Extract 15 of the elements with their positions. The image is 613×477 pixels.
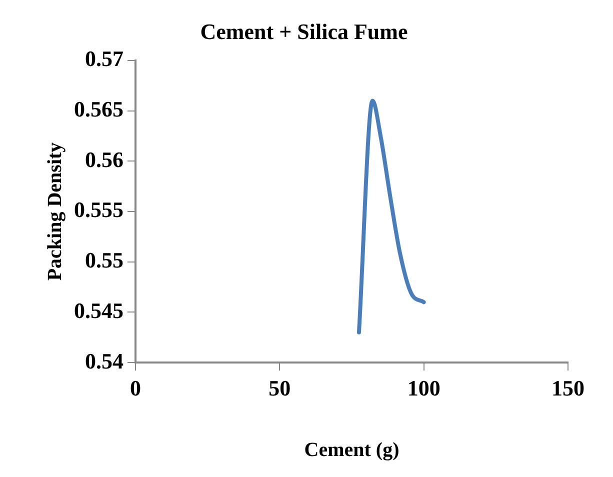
y-tick-label: 0.54	[85, 348, 124, 374]
y-tick-label: 0.565	[74, 96, 124, 122]
x-tick-label: 150	[552, 375, 584, 400]
y-tick-label: 0.55	[85, 248, 124, 273]
y-tick-label: 0.555	[74, 197, 124, 222]
chart-title: Cement + Silica Fume	[200, 18, 408, 44]
y-tick-label: 0.56	[85, 146, 124, 172]
y-axis-title: Packing Density	[44, 142, 66, 281]
x-tick-label: 100	[407, 375, 440, 400]
x-tick-label: 0	[130, 375, 141, 400]
x-axis-title: Cement (g)	[304, 439, 400, 462]
y-tick-label: 0.545	[74, 298, 124, 323]
y-tick-label: 0.57	[85, 46, 124, 72]
x-tick-label: 50	[268, 375, 291, 400]
line-series	[356, 98, 426, 334]
